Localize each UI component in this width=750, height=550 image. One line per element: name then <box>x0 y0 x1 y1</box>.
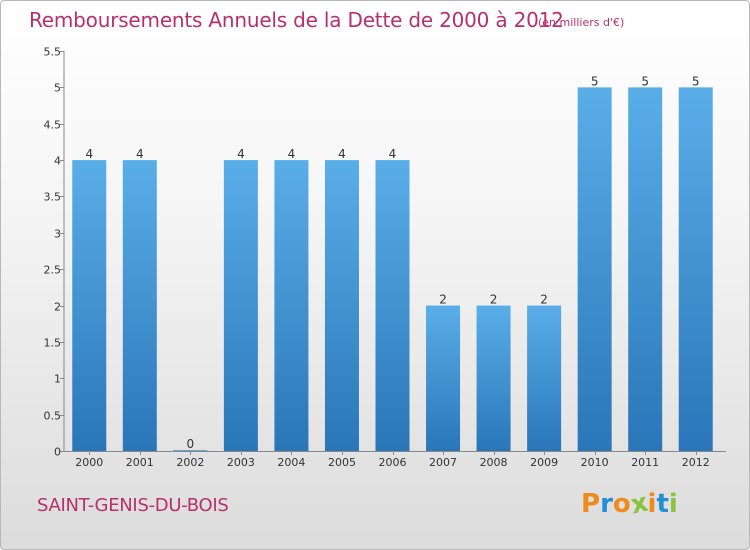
bar <box>274 160 309 451</box>
bar <box>476 305 511 451</box>
y-tick-label: 1.5 <box>44 337 62 350</box>
y-axis: 0 0.5 1 1.5 2 2.5 3 3.5 4 4.5 5 5.5 <box>44 46 65 459</box>
x-tick-label: 2006 <box>379 456 407 469</box>
y-tick-label: 2.5 <box>44 264 62 277</box>
x-tick-label: 2003 <box>227 456 255 469</box>
bar <box>72 160 107 451</box>
y-tick-label: 4.5 <box>44 119 62 132</box>
y-tick-label: 0 <box>54 446 61 459</box>
x-tick-label: 2001 <box>126 456 154 469</box>
bar-value-label: 4 <box>389 147 397 161</box>
y-tick-label: 4 <box>54 155 61 168</box>
bar-value-label: 4 <box>288 147 296 161</box>
bar-value-label: 5 <box>641 74 649 88</box>
x-tick-label: 2009 <box>530 456 558 469</box>
bar-value-label: 4 <box>136 147 144 161</box>
proxiti-logo: Proxiti <box>581 488 678 521</box>
bar-value-label: 2 <box>490 293 498 307</box>
bar <box>678 87 713 451</box>
logo-letter: P <box>581 489 601 519</box>
bar-value-label: 5 <box>692 74 700 88</box>
bar <box>577 87 612 451</box>
y-tick-label: 3.5 <box>44 191 62 204</box>
bar-value-label: 2 <box>540 293 548 307</box>
bar-value-label: 0 <box>187 437 195 451</box>
y-tick-label: 5.5 <box>44 46 62 59</box>
x-tick-label: 2002 <box>176 456 204 469</box>
unit-note: (en milliers d'€) <box>538 16 625 29</box>
bar <box>122 160 157 451</box>
bar <box>324 160 359 451</box>
y-tick-label: 1 <box>54 373 61 386</box>
logo-letter: o <box>612 489 631 519</box>
x-tick-label: 2008 <box>480 456 508 469</box>
bar-value-label: 4 <box>85 147 93 161</box>
city-name: SAINT-GENIS-DU-BOIS <box>37 495 229 516</box>
bar <box>375 160 410 451</box>
x-tick-label: 2012 <box>682 456 710 469</box>
bar <box>527 305 562 451</box>
bar-value-label: 2 <box>439 293 447 307</box>
x-tick-label: 2004 <box>277 456 305 469</box>
x-tick-label: 2000 <box>75 456 103 469</box>
y-tick-label: 0.5 <box>44 410 62 423</box>
logo-letter: i <box>668 489 678 519</box>
bar <box>223 160 258 451</box>
bar-value-label: 4 <box>237 147 245 161</box>
bar <box>628 87 663 451</box>
bar-value-label: 5 <box>591 74 599 88</box>
y-tick-label: 3 <box>54 228 61 241</box>
chart-title: Remboursements Annuels de la Dette de 20… <box>29 8 564 32</box>
x-tick-label: 2007 <box>429 456 457 469</box>
logo-letter: r <box>600 489 613 519</box>
logo-letter: i <box>647 489 657 519</box>
bars: 4 4 0 4 4 4 4 2 2 2 5 5 5 <box>72 74 713 451</box>
bar-value-label: 4 <box>338 147 346 161</box>
bar <box>173 450 208 451</box>
y-tick-label: 2 <box>54 301 61 314</box>
logo-letter: t <box>656 489 669 519</box>
x-tick-label: 2010 <box>581 456 609 469</box>
bar <box>426 305 461 451</box>
x-tick-label: 2005 <box>328 456 356 469</box>
y-tick-label: 5 <box>54 82 61 95</box>
x-axis: 2000 2001 2002 2003 2004 2005 2006 2007 2008 2009… <box>64 451 726 469</box>
x-tick-label: 2011 <box>631 456 659 469</box>
